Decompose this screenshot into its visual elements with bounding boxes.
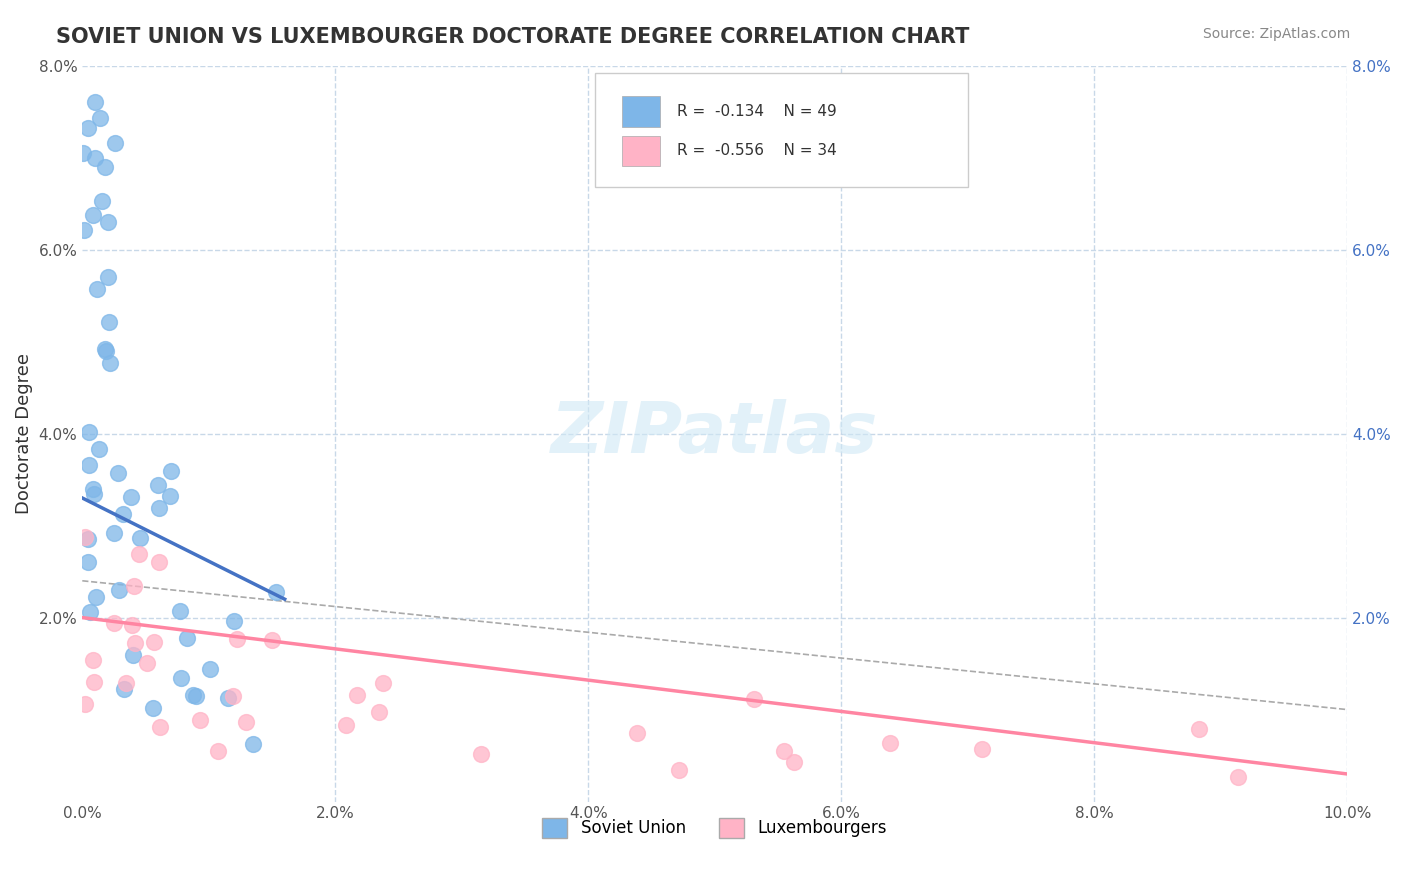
Point <box>176 632 198 646</box>
Point <box>97 270 120 285</box>
Point <box>335 718 357 732</box>
Point <box>128 547 150 561</box>
Point <box>367 705 389 719</box>
Point <box>159 490 181 504</box>
Point <box>89 112 111 126</box>
Point <box>73 697 96 711</box>
Point <box>160 464 183 478</box>
Point <box>97 215 120 229</box>
Point <box>98 356 121 370</box>
Point <box>107 466 129 480</box>
Point <box>82 482 104 496</box>
Point <box>124 636 146 650</box>
Point <box>108 582 131 597</box>
Point <box>84 590 107 604</box>
Point <box>1227 770 1250 784</box>
Point <box>84 95 107 110</box>
Point <box>135 656 157 670</box>
Text: Source: ZipAtlas.com: Source: ZipAtlas.com <box>1202 27 1350 41</box>
Text: SOVIET UNION VS LUXEMBOURGER DOCTORATE DEGREE CORRELATION CHART: SOVIET UNION VS LUXEMBOURGER DOCTORATE D… <box>56 27 970 46</box>
Point <box>148 501 170 516</box>
Point <box>84 151 107 165</box>
Point <box>73 222 96 236</box>
Point <box>222 615 245 629</box>
Point <box>970 742 993 756</box>
Point <box>207 744 229 758</box>
Point <box>98 315 121 329</box>
Point <box>104 136 127 151</box>
Point <box>83 486 105 500</box>
Point <box>79 605 101 619</box>
Point <box>121 617 143 632</box>
Point <box>235 714 257 729</box>
Point <box>122 648 145 662</box>
Point <box>77 458 100 473</box>
Point <box>668 763 690 777</box>
Point <box>82 208 104 222</box>
FancyBboxPatch shape <box>595 73 967 187</box>
Point <box>82 653 104 667</box>
Text: R =  -0.134    N = 49: R = -0.134 N = 49 <box>676 103 837 119</box>
Point <box>198 662 221 676</box>
Point <box>346 689 368 703</box>
Point <box>77 120 100 135</box>
Point <box>103 615 125 630</box>
Point <box>170 671 193 685</box>
Point <box>128 531 150 545</box>
Point <box>744 691 766 706</box>
Point <box>94 344 117 359</box>
Point <box>112 682 135 697</box>
Point <box>75 530 97 544</box>
Legend: Soviet Union, Luxembourgers: Soviet Union, Luxembourgers <box>536 811 894 845</box>
Point <box>773 744 796 758</box>
Point <box>91 194 114 209</box>
Point <box>103 526 125 541</box>
Point <box>77 532 100 546</box>
Point <box>87 442 110 456</box>
Point <box>86 282 108 296</box>
Point <box>260 633 283 648</box>
Point <box>94 343 117 357</box>
Point <box>114 676 136 690</box>
FancyBboxPatch shape <box>623 136 661 167</box>
Point <box>143 634 166 648</box>
Point <box>94 160 117 174</box>
Text: R =  -0.556    N = 34: R = -0.556 N = 34 <box>676 144 837 159</box>
FancyBboxPatch shape <box>623 95 661 127</box>
Point <box>146 477 169 491</box>
Point <box>264 585 287 599</box>
Point <box>72 145 94 160</box>
Point <box>77 425 100 439</box>
Text: ZIPatlas: ZIPatlas <box>551 399 879 468</box>
Point <box>217 691 239 706</box>
Point <box>142 701 165 715</box>
Point <box>112 508 135 522</box>
Point <box>783 755 806 769</box>
Point <box>221 689 243 703</box>
Point <box>148 556 170 570</box>
Point <box>122 579 145 593</box>
Point <box>184 689 207 703</box>
Point <box>188 713 211 727</box>
Point <box>120 490 142 504</box>
Y-axis label: Doctorate Degree: Doctorate Degree <box>15 353 32 514</box>
Point <box>470 747 492 761</box>
Point <box>242 737 264 751</box>
Point <box>149 720 172 734</box>
Point <box>226 632 249 647</box>
Point <box>879 736 901 750</box>
Point <box>373 675 395 690</box>
Point <box>83 674 105 689</box>
Point <box>76 555 98 569</box>
Point <box>1188 722 1211 736</box>
Point <box>183 688 205 702</box>
Point <box>626 726 648 740</box>
Point <box>169 604 191 618</box>
